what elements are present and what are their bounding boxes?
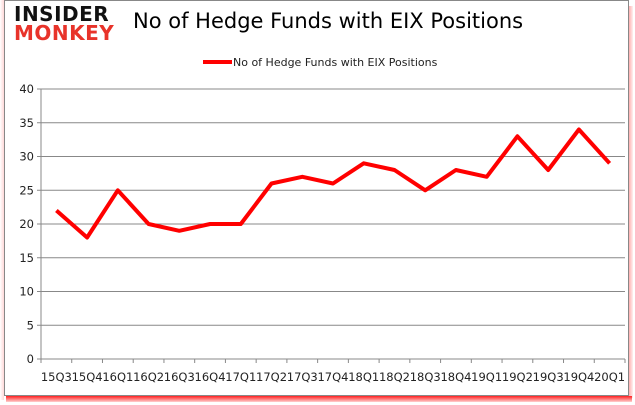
y-tick-label: 15 xyxy=(19,251,34,265)
y-tick-label: 35 xyxy=(19,116,34,130)
series-line xyxy=(55,127,612,240)
grid-lines xyxy=(41,88,625,326)
frame-shadow-bottom xyxy=(6,396,632,402)
frame-shadow-left xyxy=(0,0,4,400)
x-tick-label: 19Q1 xyxy=(471,370,502,384)
x-tick-label: 17Q1 xyxy=(225,370,256,384)
y-tick-label: 25 xyxy=(19,183,34,197)
x-tick-label: 15Q4 xyxy=(72,370,103,384)
frame-shadow-right xyxy=(629,6,633,398)
legend-label: No of Hedge Funds with EIX Positions xyxy=(233,56,438,69)
x-tick-label: 18Q4 xyxy=(440,370,471,384)
x-tick-label: 18Q3 xyxy=(410,370,441,384)
y-tick-label: 20 xyxy=(19,217,34,231)
logo-line-2: MONKEY xyxy=(14,21,115,45)
x-tick-label: 15Q3 xyxy=(41,370,72,384)
y-tick-label: 0 xyxy=(27,352,34,366)
x-tick-label: 20Q1 xyxy=(594,370,625,384)
x-tick-label: 19Q4 xyxy=(563,370,594,384)
x-tick-label: 18Q1 xyxy=(348,370,379,384)
chart-frame xyxy=(4,0,629,396)
x-tick-label: 16Q2 xyxy=(133,370,164,384)
x-tick-label: 16Q1 xyxy=(102,370,133,384)
x-tick-label: 19Q3 xyxy=(533,370,564,384)
x-tick-label: 17Q2 xyxy=(256,370,287,384)
y-axis-ticks: 0 5 10 15 20 25 30 35 40 xyxy=(19,82,41,366)
x-tick-label: 17Q3 xyxy=(287,370,318,384)
logo-line-1: INSIDER xyxy=(14,2,110,26)
x-tick-label: 18Q2 xyxy=(379,370,410,384)
y-tick-label: 5 xyxy=(27,318,34,332)
x-tick-label: 17Q4 xyxy=(317,370,348,384)
chart-title: No of Hedge Funds with EIX Positions xyxy=(133,9,524,33)
y-tick-label: 10 xyxy=(19,285,34,299)
x-tick-label: 16Q3 xyxy=(164,370,195,384)
x-tick-label: 16Q4 xyxy=(195,370,226,384)
chart-legend: No of Hedge Funds with EIX Positions xyxy=(203,56,438,69)
insider-monkey-logo: INSIDER MONKEY xyxy=(14,2,115,45)
x-tick-label: 19Q2 xyxy=(502,370,533,384)
y-tick-label: 30 xyxy=(19,150,34,164)
y-tick-label: 40 xyxy=(19,82,34,96)
x-axis-ticks: 15Q3 15Q4 16Q1 16Q2 16Q3 16Q4 17Q1 17Q2 17Q3 17Q4… xyxy=(40,359,626,384)
